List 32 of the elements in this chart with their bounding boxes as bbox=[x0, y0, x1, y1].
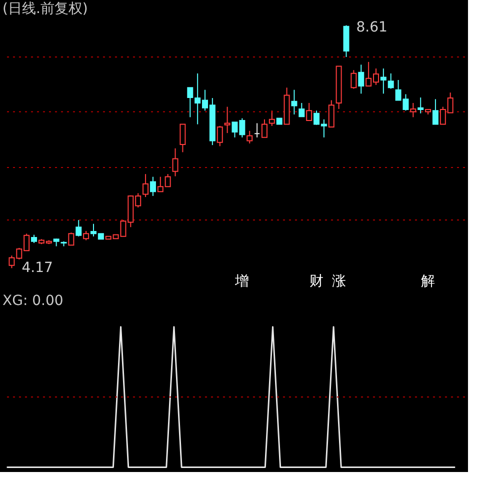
text: 财 bbox=[310, 274, 324, 290]
chart-title: XG: 0.00 bbox=[2, 293, 64, 309]
candlestick bbox=[388, 72, 394, 90]
candlestick bbox=[380, 68, 386, 94]
candlestick bbox=[291, 89, 298, 115]
candlestick bbox=[350, 70, 357, 90]
candlestick bbox=[261, 118, 268, 138]
candlestick bbox=[76, 220, 82, 237]
text: 涨 bbox=[332, 274, 346, 290]
candlestick bbox=[432, 98, 438, 125]
candlestick bbox=[172, 148, 178, 177]
candlestick bbox=[216, 125, 223, 147]
candlestick bbox=[254, 122, 260, 138]
candlestick bbox=[268, 110, 275, 126]
candlestick bbox=[306, 102, 312, 121]
annotation: 8.61 bbox=[356, 20, 388, 36]
candlestick bbox=[83, 230, 90, 241]
candlestick bbox=[68, 232, 74, 246]
candlestick bbox=[246, 130, 253, 144]
candlestick bbox=[224, 106, 230, 134]
candlestick bbox=[150, 176, 156, 196]
candlestick bbox=[328, 100, 334, 128]
candlestick bbox=[410, 102, 416, 118]
text: 解 bbox=[421, 274, 436, 290]
annotation: 4.17 bbox=[22, 260, 53, 276]
candlestick bbox=[180, 124, 186, 153]
candlestick bbox=[142, 174, 149, 198]
candlestick bbox=[418, 96, 424, 114]
candlestick bbox=[358, 64, 364, 94]
candlestick bbox=[298, 102, 305, 118]
chart-title: (日线.前复权) bbox=[2, 1, 88, 17]
text: 增 bbox=[234, 274, 250, 290]
